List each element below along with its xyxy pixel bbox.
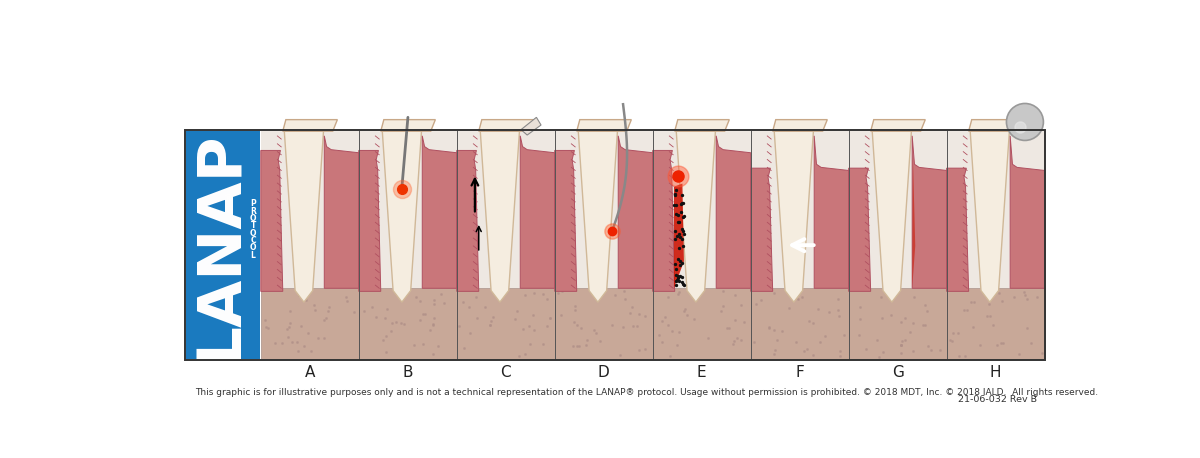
Polygon shape — [912, 158, 916, 288]
Circle shape — [1007, 104, 1044, 141]
Text: C: C — [251, 236, 256, 245]
Polygon shape — [677, 131, 715, 302]
Text: R: R — [250, 207, 256, 216]
Polygon shape — [773, 120, 827, 131]
Bar — [947, 288, 1045, 359]
Text: C: C — [500, 365, 511, 380]
Bar — [185, 131, 1045, 360]
Text: G: G — [892, 365, 904, 380]
Text: O: O — [250, 214, 257, 223]
Bar — [554, 131, 653, 359]
Bar — [947, 131, 1045, 359]
Polygon shape — [457, 150, 479, 291]
Text: ®: ® — [222, 194, 233, 204]
Polygon shape — [618, 136, 653, 288]
Bar — [751, 288, 848, 359]
Text: P: P — [251, 199, 256, 208]
Polygon shape — [871, 120, 925, 131]
Polygon shape — [324, 136, 359, 288]
Polygon shape — [577, 120, 631, 131]
Text: H: H — [990, 365, 1002, 380]
Polygon shape — [283, 120, 337, 131]
Polygon shape — [774, 131, 814, 302]
Bar — [554, 288, 653, 359]
Polygon shape — [422, 136, 457, 288]
Text: T: T — [251, 221, 256, 230]
Polygon shape — [751, 168, 773, 291]
Bar — [653, 288, 751, 359]
Polygon shape — [912, 136, 947, 288]
Text: LANAP: LANAP — [191, 131, 250, 360]
Polygon shape — [674, 184, 684, 288]
Bar — [653, 131, 751, 359]
Bar — [457, 288, 554, 359]
Text: 21-06-032 Rev B: 21-06-032 Rev B — [958, 395, 1037, 404]
Text: O: O — [250, 229, 257, 238]
Bar — [848, 131, 947, 359]
Polygon shape — [578, 131, 618, 302]
Polygon shape — [260, 150, 283, 291]
Text: F: F — [796, 365, 804, 380]
Polygon shape — [380, 120, 436, 131]
Text: A: A — [305, 365, 314, 380]
Bar — [186, 131, 260, 359]
Text: B: B — [402, 365, 413, 380]
Text: E: E — [697, 365, 707, 380]
Bar — [359, 288, 457, 359]
Polygon shape — [383, 131, 421, 302]
Bar — [457, 131, 554, 359]
Polygon shape — [848, 168, 871, 291]
Polygon shape — [970, 131, 1009, 302]
Polygon shape — [521, 117, 541, 135]
Polygon shape — [480, 131, 520, 302]
Polygon shape — [814, 136, 848, 288]
Polygon shape — [653, 150, 674, 291]
Bar — [359, 131, 457, 359]
Polygon shape — [284, 131, 324, 302]
Text: This graphic is for illustrative purposes only and is not a technical representa: This graphic is for illustrative purpose… — [196, 388, 1098, 397]
Polygon shape — [1010, 136, 1045, 288]
Polygon shape — [872, 131, 912, 302]
Bar — [848, 288, 947, 359]
Polygon shape — [479, 120, 533, 131]
Text: L: L — [251, 251, 256, 260]
Polygon shape — [947, 168, 968, 291]
Bar — [260, 131, 359, 359]
Polygon shape — [674, 120, 730, 131]
Polygon shape — [521, 136, 554, 288]
Bar — [260, 288, 359, 359]
Text: O: O — [250, 243, 257, 252]
Text: D: D — [598, 365, 610, 380]
Polygon shape — [359, 150, 380, 291]
Bar — [751, 131, 848, 359]
Polygon shape — [716, 136, 751, 288]
Polygon shape — [968, 120, 1024, 131]
Polygon shape — [554, 150, 577, 291]
